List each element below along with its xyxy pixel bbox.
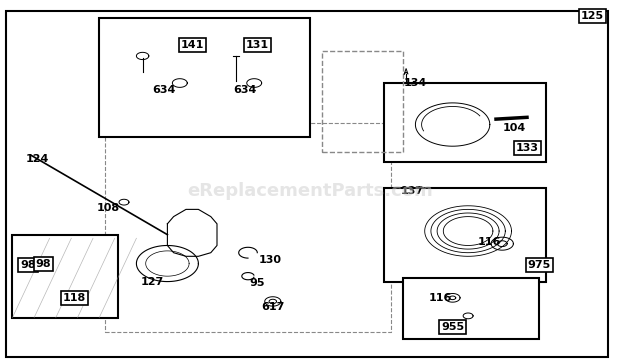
Text: 125: 125 bbox=[580, 11, 604, 21]
Text: 108: 108 bbox=[97, 203, 120, 213]
Text: 116: 116 bbox=[428, 293, 452, 303]
Text: 955: 955 bbox=[441, 322, 464, 332]
Text: 137: 137 bbox=[401, 186, 424, 196]
Bar bbox=[322, 51, 403, 152]
Text: 98: 98 bbox=[20, 260, 36, 270]
Bar bbox=[12, 235, 118, 318]
Text: 116: 116 bbox=[478, 237, 502, 247]
Text: 124: 124 bbox=[25, 154, 49, 164]
Text: 133: 133 bbox=[515, 143, 539, 153]
Text: 127: 127 bbox=[140, 277, 164, 287]
Bar bbox=[384, 188, 546, 282]
Text: 134: 134 bbox=[404, 78, 427, 88]
Bar bbox=[384, 83, 546, 162]
Text: 104: 104 bbox=[503, 123, 526, 133]
Text: 634: 634 bbox=[153, 85, 176, 95]
Text: 118: 118 bbox=[63, 293, 86, 303]
Text: eReplacementParts.com: eReplacementParts.com bbox=[187, 182, 433, 200]
Text: 634: 634 bbox=[233, 85, 257, 95]
Bar bbox=[105, 123, 391, 332]
Bar bbox=[403, 278, 539, 339]
Text: 131: 131 bbox=[246, 40, 269, 50]
Text: 95: 95 bbox=[249, 278, 265, 288]
Text: 617: 617 bbox=[261, 302, 285, 312]
Text: 975: 975 bbox=[528, 260, 551, 270]
Text: 130: 130 bbox=[258, 255, 281, 265]
Text: 141: 141 bbox=[180, 40, 204, 50]
Text: 98: 98 bbox=[35, 258, 51, 269]
Bar bbox=[99, 18, 310, 137]
